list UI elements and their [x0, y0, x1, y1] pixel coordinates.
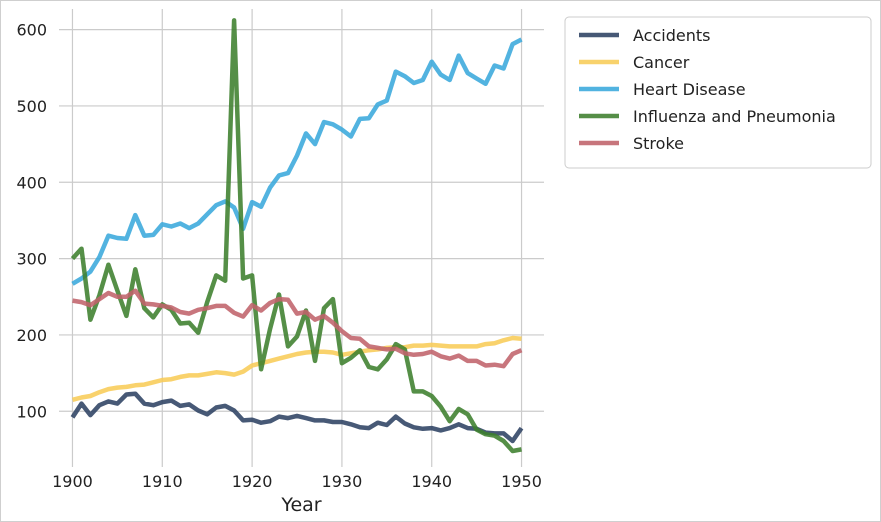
y-tick-label: 200 [16, 326, 47, 345]
series-lines [70, 18, 524, 454]
series-line-accidents [70, 391, 524, 444]
legend: Accidents Cancer Heart Disease Influenza an… [564, 16, 872, 169]
y-tick-label: 300 [16, 250, 47, 269]
x-axis-title: Year [280, 494, 321, 516]
x-tick-label: 1910 [142, 472, 183, 491]
y-tick-label: 400 [16, 173, 47, 192]
legend-label: Cancer [633, 53, 690, 72]
series-line-heart-disease [71, 37, 523, 286]
series-line-influenza-and-pneumonia [70, 18, 522, 454]
series-line-cancer [71, 335, 522, 402]
x-tick-label: 1940 [411, 472, 452, 491]
legend-label: Heart Disease [633, 80, 746, 99]
x-tick-label: 1930 [322, 472, 363, 491]
legend-frame [564, 16, 872, 169]
x-tick-labels: 1900 1910 1920 1930 1940 1950 [52, 472, 542, 491]
plot-area [59, 9, 544, 467]
x-tick-label: 1920 [232, 472, 273, 491]
y-tick-label: 100 [16, 402, 47, 421]
legend-label: Stroke [633, 134, 684, 153]
x-tick-label: 1950 [501, 472, 542, 491]
series-line-stroke [72, 288, 523, 369]
gridlines [59, 9, 544, 467]
legend-label: Accidents [633, 26, 710, 45]
legend-label: Influenza and Pneumonia [633, 107, 836, 126]
y-tick-label: 500 [16, 97, 47, 116]
y-tick-labels: 100 200 300 400 500 600 [16, 21, 47, 422]
x-tick-label: 1900 [52, 472, 93, 491]
y-tick-label: 600 [16, 21, 47, 40]
